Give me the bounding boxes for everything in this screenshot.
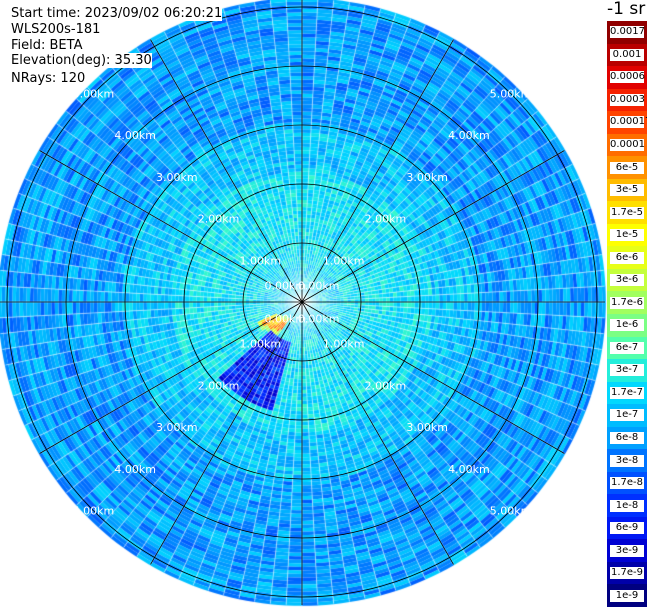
- spoke-60: [301, 150, 565, 303]
- ring-label: 0.00km: [265, 279, 307, 292]
- ring-label: 4.00km: [114, 463, 156, 476]
- colorbar-tick-label: 3e-9: [610, 544, 644, 557]
- colorbar-tick-label: 1.7e-8: [610, 477, 644, 490]
- colorbar-tick-label: 6e-6: [610, 251, 644, 264]
- ring-label: 2.00km: [365, 213, 407, 226]
- colorbar-tick-label: 1e-7: [610, 409, 644, 422]
- start-time-label: Start time: 2023/09/02 06:20:21: [11, 6, 223, 21]
- colorbar-tick-label: 3e-6: [610, 274, 644, 287]
- colorbar-tick-label: 0.0017: [610, 26, 645, 39]
- colorbar-tick-label: 6e-7: [610, 341, 644, 354]
- ring-label: 3.00km: [406, 171, 448, 184]
- nrays-label: NRays: 120: [11, 71, 86, 86]
- colorbar-tick-label: 1e-5: [610, 229, 644, 242]
- ring-label: 3.00km: [406, 421, 448, 434]
- colorbar-tick-label: 0.0006: [610, 71, 645, 84]
- ring-label: 4.00km: [114, 129, 156, 142]
- colorbar-tick-label: 1.7e-7: [610, 386, 644, 399]
- colorbar-tick-label: 3e-5: [610, 184, 644, 197]
- colorbar-tick-label: 0.0001: [610, 138, 645, 151]
- spoke-30: [301, 39, 454, 303]
- ring-label: 2.00km: [365, 379, 407, 392]
- colorbar-tick-label: 0.0003: [610, 93, 645, 106]
- elevation-label: Elevation(deg): 35.30: [11, 53, 152, 68]
- ring-label: 3.00km: [156, 171, 198, 184]
- ring-label: 1.00km: [239, 254, 281, 267]
- ring-label: 2.00km: [198, 213, 240, 226]
- ring-label: 5.00km: [490, 87, 532, 100]
- instrument-label: WLS200s-181: [11, 22, 101, 37]
- ring-label: 2.00km: [198, 379, 240, 392]
- field-label: Field: BETA: [11, 38, 83, 53]
- colorbar-tick-label: 3e-7: [610, 364, 644, 377]
- ring-label: 4.00km: [448, 463, 490, 476]
- spoke-210: [150, 301, 303, 565]
- colorbar-tick-label: 1e-8: [610, 499, 644, 512]
- spoke-150: [301, 301, 454, 565]
- colorbar-tick-label: 6e-5: [610, 161, 644, 174]
- spoke-240: [39, 301, 303, 454]
- colorbar-tick-label: 1.7e-6: [610, 296, 644, 309]
- ring-label: 5.00km: [490, 505, 532, 518]
- ring-label: 3.00km: [156, 421, 198, 434]
- ring-label: 0.00km: [298, 279, 340, 292]
- colorbar-units: -1 sr: [607, 0, 646, 19]
- colorbar-tick-label: 6e-9: [610, 522, 644, 535]
- colorbar-tick-label: 6e-8: [610, 431, 644, 444]
- spoke-300: [39, 150, 303, 303]
- ring-label: 5.00km: [73, 87, 115, 100]
- ring-label: 1.00km: [239, 338, 281, 351]
- colorbar: 0.0017 0.001 0.0006 0.0003 0.00017 0.0001 6e-5…: [607, 21, 647, 607]
- ring-label: 5.00km: [73, 505, 115, 518]
- spoke-120: [301, 301, 565, 454]
- spoke-330: [150, 39, 303, 303]
- colorbar-tick-label: 1e-6: [610, 319, 644, 332]
- colorbar-tick-label: 1.7e-9: [610, 567, 644, 580]
- ring-label: 0.00km: [298, 313, 340, 326]
- colorbar-tick-label: 0.00017: [610, 116, 647, 129]
- colorbar-tick-label: 0.001: [610, 48, 644, 61]
- ring-label: 1.00km: [323, 254, 365, 267]
- ring-label: 4.00km: [448, 129, 490, 142]
- ring-label: 0.00km: [265, 313, 307, 326]
- colorbar-tick-label: 1.7e-5: [610, 206, 644, 219]
- ring-label: 1.00km: [323, 338, 365, 351]
- colorbar-tick-label: 1e-9: [610, 589, 644, 602]
- colorbar-tick-label: 3e-8: [610, 454, 644, 467]
